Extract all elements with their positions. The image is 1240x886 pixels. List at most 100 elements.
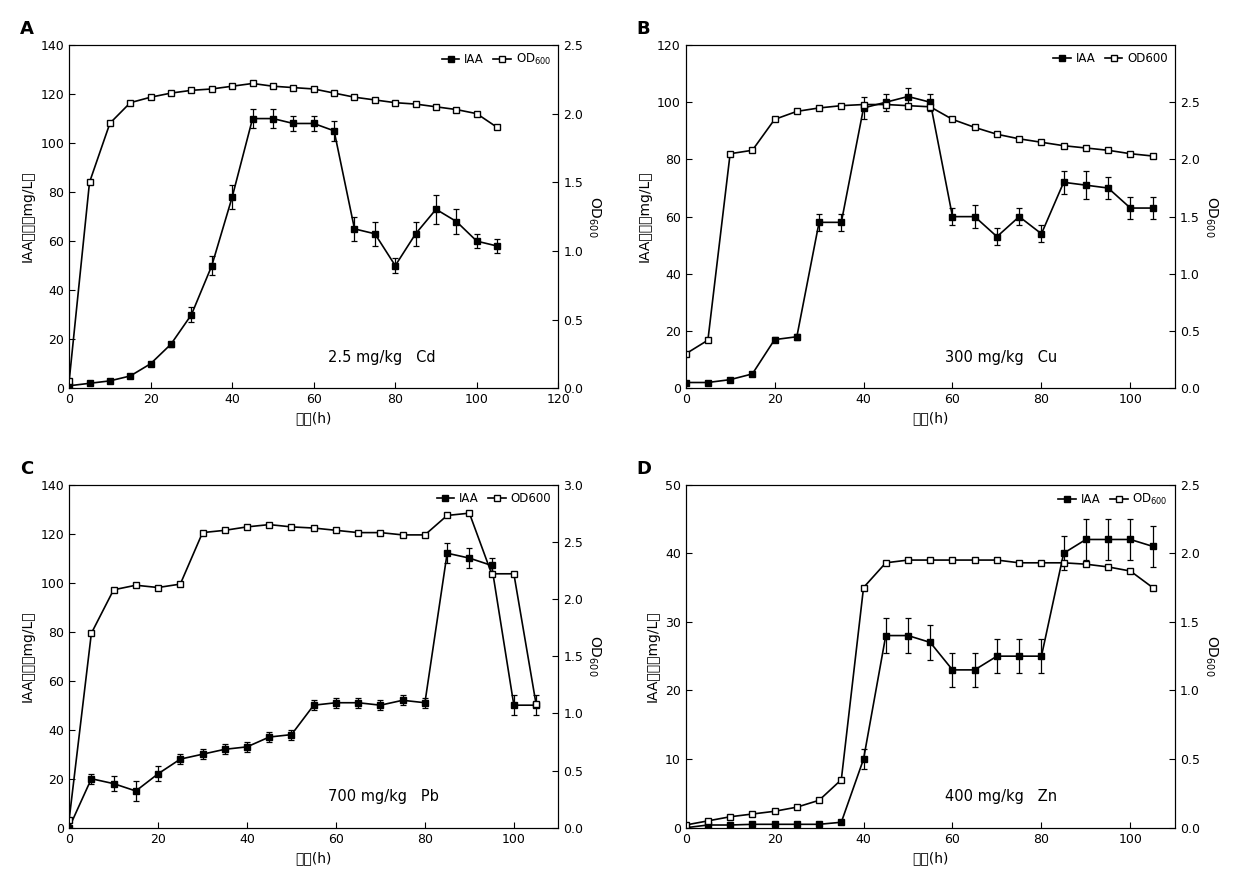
Text: 400 mg/kg   Zn: 400 mg/kg Zn [945, 789, 1056, 804]
Y-axis label: OD$_{600}$: OD$_{600}$ [587, 196, 603, 237]
OD600 [723, 148, 738, 159]
OD600 [900, 100, 915, 111]
OD600 [1101, 145, 1116, 156]
OD$_{600}$ [723, 812, 738, 822]
Line: OD600: OD600 [66, 509, 539, 823]
OD600 [790, 106, 805, 117]
OD600 [484, 569, 498, 579]
OD$_{600}$ [470, 108, 485, 119]
OD600 [528, 699, 543, 710]
OD$_{600}$ [103, 118, 118, 128]
OD600 [945, 114, 960, 125]
OD$_{600}$ [1123, 566, 1138, 577]
OD$_{600}$ [812, 795, 827, 805]
Legend: IAA, OD600: IAA, OD600 [433, 488, 554, 509]
OD600 [306, 523, 321, 533]
OD$_{600}$ [990, 555, 1004, 565]
Line: OD$_{600}$: OD$_{600}$ [682, 556, 1156, 828]
OD$_{600}$ [205, 83, 219, 94]
OD$_{600}$ [856, 582, 870, 593]
OD600 [745, 145, 760, 156]
OD600 [351, 527, 366, 538]
OD$_{600}$ [286, 82, 301, 93]
Y-axis label: IAA浓度（mg/L）: IAA浓度（mg/L） [645, 610, 660, 702]
OD$_{600}$ [164, 88, 179, 98]
Text: D: D [636, 460, 652, 478]
OD600 [84, 628, 99, 639]
OD$_{600}$ [388, 97, 403, 108]
OD600 [62, 814, 77, 825]
OD600 [129, 580, 144, 591]
OD600 [506, 569, 521, 579]
OD$_{600}$ [265, 81, 280, 91]
X-axis label: 时间(h): 时间(h) [295, 412, 332, 425]
OD$_{600}$ [1056, 557, 1071, 568]
OD$_{600}$ [306, 83, 321, 94]
OD600 [1146, 151, 1161, 161]
X-axis label: 时间(h): 时间(h) [913, 412, 949, 425]
OD$_{600}$ [62, 376, 77, 386]
OD$_{600}$ [833, 774, 848, 785]
OD$_{600}$ [143, 92, 157, 103]
OD600 [856, 99, 870, 110]
Y-axis label: OD$_{600}$: OD$_{600}$ [1203, 196, 1219, 237]
OD$_{600}$ [768, 806, 782, 817]
OD$_{600}$ [1079, 559, 1094, 570]
OD600 [878, 99, 893, 110]
Text: A: A [20, 20, 33, 38]
OD$_{600}$ [123, 97, 138, 108]
OD600 [262, 519, 277, 530]
OD600 [463, 508, 477, 518]
OD$_{600}$ [790, 802, 805, 812]
OD600 [812, 103, 827, 113]
OD$_{600}$ [945, 555, 960, 565]
Legend: IAA, OD$_{600}$: IAA, OD$_{600}$ [438, 49, 554, 71]
OD600 [833, 100, 848, 111]
OD$_{600}$ [967, 555, 982, 565]
OD$_{600}$ [923, 555, 937, 565]
Legend: IAA, OD$_{600}$: IAA, OD$_{600}$ [1055, 488, 1172, 510]
OD600 [195, 527, 210, 538]
OD$_{600}$ [224, 81, 239, 91]
OD600 [768, 114, 782, 125]
OD600 [967, 122, 982, 133]
X-axis label: 时间(h): 时间(h) [295, 851, 332, 865]
Line: OD600: OD600 [682, 101, 1156, 357]
OD600 [1079, 143, 1094, 153]
OD600 [150, 582, 165, 593]
OD$_{600}$ [184, 85, 198, 96]
OD$_{600}$ [490, 122, 505, 133]
OD$_{600}$ [900, 555, 915, 565]
Y-axis label: OD$_{600}$: OD$_{600}$ [1203, 635, 1219, 677]
Text: B: B [636, 20, 650, 38]
OD$_{600}$ [1012, 557, 1027, 568]
OD600 [1012, 134, 1027, 144]
OD$_{600}$ [1146, 582, 1161, 593]
OD600 [329, 525, 343, 536]
Text: C: C [20, 460, 33, 478]
OD600 [284, 522, 299, 532]
OD600 [1034, 137, 1049, 148]
OD$_{600}$ [347, 92, 362, 103]
OD600 [701, 335, 715, 346]
OD600 [678, 348, 693, 359]
OD600 [923, 102, 937, 113]
OD600 [107, 585, 122, 595]
Y-axis label: IAA浓度（mg/L）: IAA浓度（mg/L） [637, 171, 651, 262]
OD$_{600}$ [82, 177, 97, 188]
OD600 [440, 510, 455, 521]
OD$_{600}$ [745, 809, 760, 820]
OD$_{600}$ [449, 105, 464, 115]
OD$_{600}$ [678, 820, 693, 830]
OD600 [373, 527, 388, 538]
OD$_{600}$ [878, 557, 893, 568]
OD600 [418, 530, 433, 540]
Y-axis label: IAA浓度（mg/L）: IAA浓度（mg/L） [21, 171, 35, 262]
OD$_{600}$ [429, 102, 444, 113]
Text: 2.5 mg/kg   Cd: 2.5 mg/kg Cd [329, 350, 436, 365]
OD600 [172, 579, 187, 589]
OD600 [990, 129, 1004, 140]
OD$_{600}$ [326, 88, 341, 98]
OD600 [1123, 148, 1138, 159]
OD$_{600}$ [701, 816, 715, 827]
